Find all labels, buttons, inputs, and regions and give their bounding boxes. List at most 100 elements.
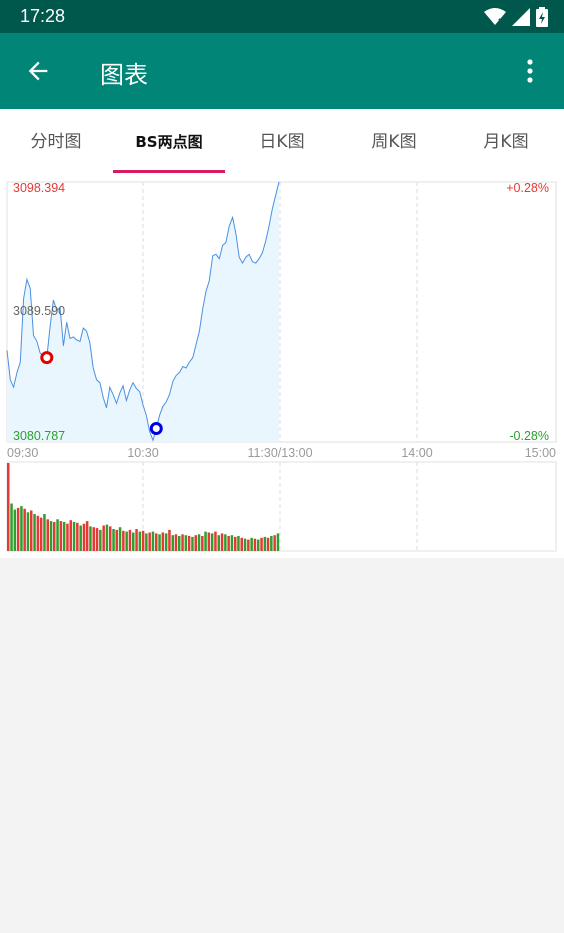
volume-bar	[217, 535, 220, 551]
volume-bar	[72, 522, 76, 551]
time-label-1030: 10:30	[127, 446, 158, 460]
volume-bar	[201, 536, 204, 551]
volume-bar	[240, 537, 243, 551]
volume-bar	[89, 526, 92, 551]
volume-bar	[184, 535, 188, 551]
volume-bar	[276, 533, 280, 551]
volume-bar	[171, 535, 174, 551]
volume-bar	[20, 506, 23, 551]
battery-icon	[536, 7, 548, 27]
tab-label: BS两点图	[135, 133, 203, 151]
volume-bar	[69, 520, 72, 551]
buy-point-marker[interactable]	[40, 351, 54, 365]
volume-bar	[79, 525, 82, 551]
tab-label: 月K图	[483, 132, 529, 152]
volume-bar	[49, 521, 53, 551]
volume-bar	[214, 531, 217, 551]
volume-bar	[16, 507, 20, 551]
volume-bar	[138, 531, 142, 551]
volume-bar	[164, 533, 168, 551]
volume-bar	[155, 533, 158, 551]
price-label-low: 3080.787	[13, 429, 65, 443]
volume-bar	[151, 531, 155, 551]
volume-bar	[105, 524, 109, 551]
volume-bar	[141, 530, 145, 551]
tab-weekly-k[interactable]: 周K图	[338, 109, 450, 175]
volume-bar	[82, 523, 86, 551]
volume-bar	[30, 510, 33, 551]
chart-svg: 3098.394 3089.590 3080.787 +0.28% -0.28%…	[6, 181, 557, 552]
volume-bar	[253, 538, 257, 551]
tab-label: 周K图	[371, 132, 417, 152]
volume-bar	[135, 529, 138, 551]
time-label-1130-1300: 11:30/13:00	[247, 446, 312, 460]
time-label-1400: 14:00	[401, 446, 432, 460]
volume-bar	[197, 534, 201, 551]
page-title: 图表	[100, 61, 148, 89]
intraday-chart[interactable]: 3098.394 3089.590 3080.787 +0.28% -0.28%…	[0, 175, 564, 555]
volume-bar	[243, 538, 247, 551]
tab-bs-points[interactable]: BS两点图	[113, 109, 225, 175]
tab-label: 日K图	[259, 132, 305, 152]
volume-bar	[92, 527, 95, 551]
volume-bar	[237, 536, 240, 551]
more-vert-icon[interactable]	[518, 57, 542, 85]
volume-bar	[125, 531, 128, 551]
status-icons	[484, 7, 548, 27]
price-label-mid: 3089.590	[13, 304, 65, 318]
volume-bar	[224, 534, 227, 551]
volume-bar	[23, 508, 26, 551]
volume-bar	[109, 526, 112, 551]
volume-bar	[194, 535, 197, 551]
volume-bar	[227, 536, 230, 551]
volume-bar	[145, 533, 148, 551]
signal-icon	[512, 8, 530, 26]
volume-bar	[10, 503, 13, 551]
volume-bar	[112, 529, 115, 551]
volume-bar	[39, 517, 43, 551]
wifi-icon	[484, 8, 506, 25]
volume-bar	[62, 522, 66, 551]
volume-bar	[59, 521, 63, 551]
volume-bar	[168, 529, 171, 551]
volume-bar	[230, 535, 234, 551]
volume-bar	[187, 536, 191, 551]
volume-bar	[161, 532, 165, 551]
volume-bar	[53, 522, 56, 551]
tab-daily-k[interactable]: 日K图	[226, 109, 338, 175]
sell-point-marker[interactable]	[149, 422, 163, 436]
tab-label: 分时图	[30, 132, 82, 152]
price-line	[6, 181, 280, 442]
volume-bar	[204, 531, 207, 551]
volume-bar	[191, 536, 194, 551]
volume-bar	[85, 521, 89, 551]
volume-bar	[95, 528, 99, 551]
volume-bar	[76, 522, 79, 551]
volume-bar	[99, 529, 102, 551]
arrow-left-icon[interactable]	[24, 57, 52, 85]
price-area	[7, 181, 279, 442]
volume-bar	[273, 535, 276, 551]
volume-bar	[46, 519, 49, 551]
volume-bar	[270, 536, 273, 551]
volume-bar	[128, 529, 132, 551]
tab-monthly-k[interactable]: 月K图	[450, 109, 562, 175]
status-time: 17:28	[20, 6, 66, 26]
tab-time-sharing[interactable]: 分时图	[0, 109, 112, 175]
app-bar: 图表	[0, 33, 564, 109]
volume-bar	[178, 536, 181, 551]
volume-bar	[36, 515, 40, 551]
volume-bar	[118, 527, 122, 551]
volume-bar	[33, 514, 36, 551]
chart-panel: 分时图 BS两点图 日K图 周K图 月K图 3098.394 3089.590 …	[0, 109, 564, 558]
volume-bar	[250, 537, 253, 551]
volume-bar	[26, 512, 30, 551]
pct-label-high: +0.28%	[506, 181, 549, 195]
volume-bar	[260, 537, 263, 551]
status-bar: 17:28	[0, 0, 564, 33]
volume-bar	[247, 539, 250, 551]
time-label-0930: 09:30	[7, 446, 38, 460]
volume-bar	[181, 534, 184, 551]
volume-bar	[132, 532, 135, 551]
volume-bar	[115, 529, 118, 551]
